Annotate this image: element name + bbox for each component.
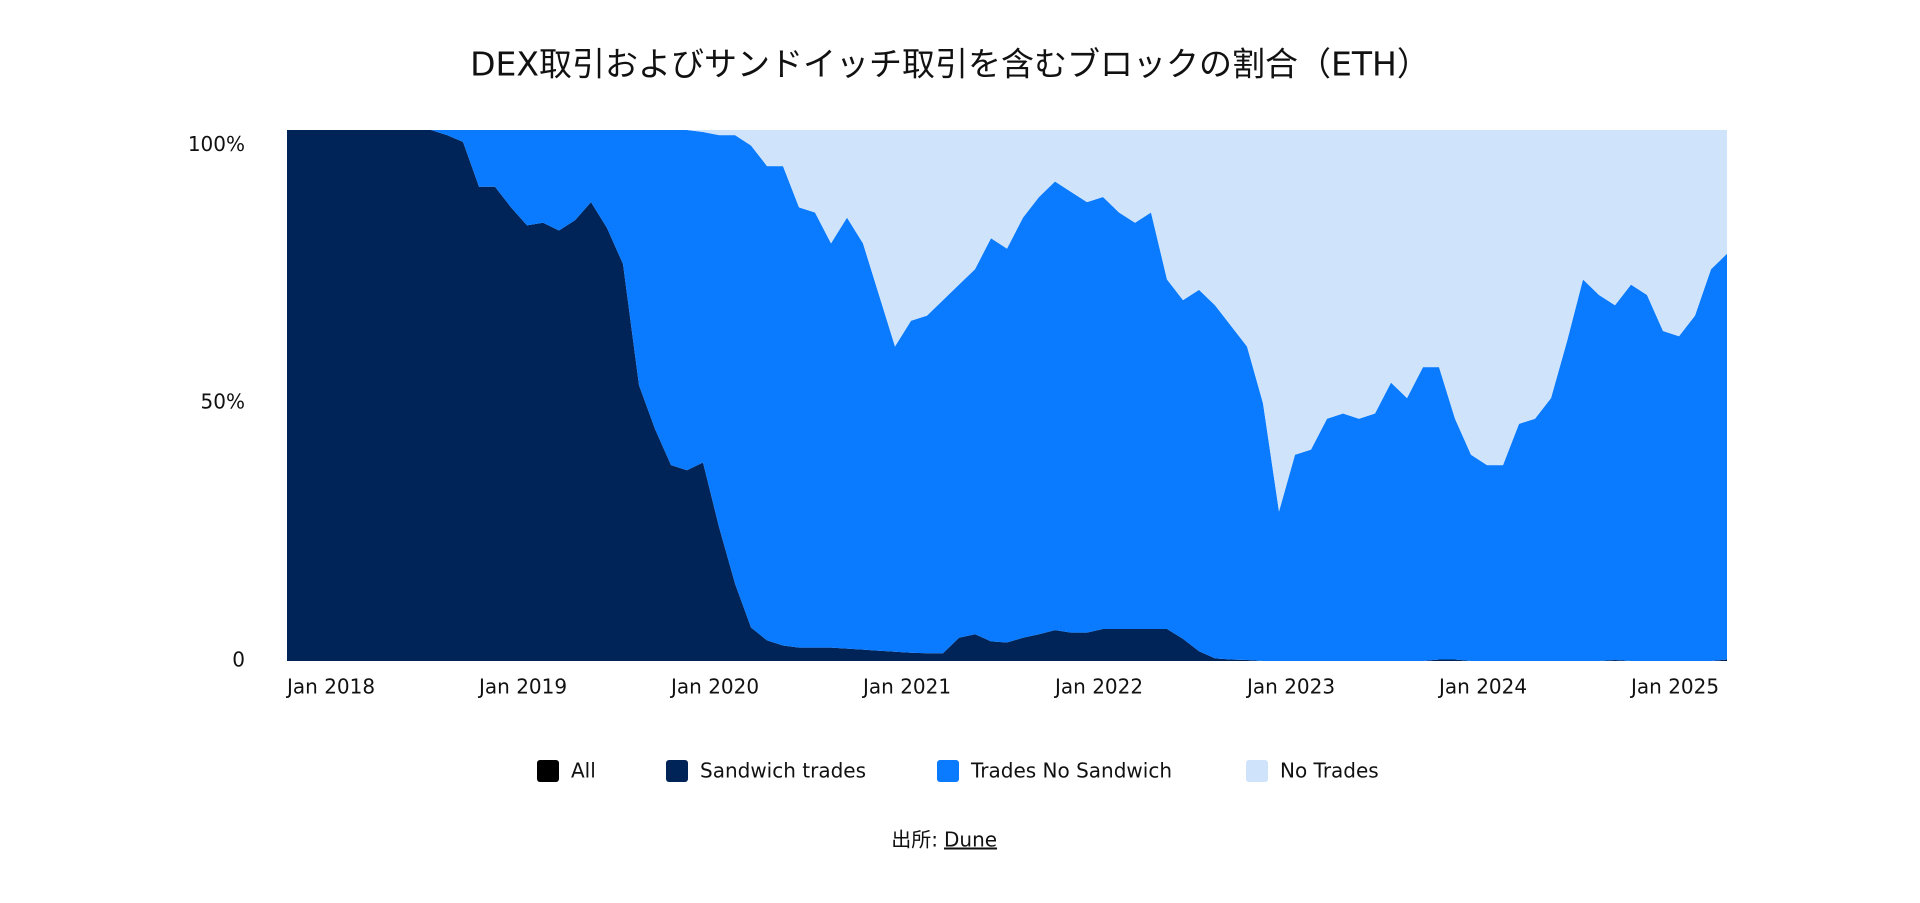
x-tick-label: Jan 2019 xyxy=(477,675,567,699)
legend-label: All xyxy=(571,759,596,783)
legend-swatch xyxy=(1246,760,1268,782)
y-tick-label: 50% xyxy=(201,390,245,414)
legend-swatch xyxy=(666,760,688,782)
legend-item: No Trades xyxy=(1246,759,1379,783)
area xyxy=(287,130,1727,661)
legend-label: No Trades xyxy=(1280,759,1379,783)
legend-item: Sandwich trades xyxy=(666,759,866,783)
legend-item: Trades No Sandwich xyxy=(937,759,1172,783)
legend-label: Sandwich trades xyxy=(700,759,866,783)
area xyxy=(287,130,1727,512)
x-tick-label: Jan 2023 xyxy=(1245,675,1335,699)
legend-swatch xyxy=(937,760,959,782)
source: 出所: Dune xyxy=(891,828,997,852)
x-tick-label: Jan 2020 xyxy=(669,675,759,699)
source-label: 出所: xyxy=(891,828,938,852)
legend-label: Trades No Sandwich xyxy=(970,759,1172,783)
x-tick-label: Jan 2025 xyxy=(1629,675,1719,699)
chart-title: DEX取引およびサンドイッチ取引を含むブロックの割合（ETH） xyxy=(470,45,1430,84)
legend-swatch xyxy=(537,760,559,782)
y-tick-label: 100% xyxy=(188,132,245,156)
x-tick-label: Jan 2024 xyxy=(1437,675,1527,699)
source-link[interactable]: Dune xyxy=(944,828,997,852)
x-tick-label: Jan 2022 xyxy=(1053,675,1143,699)
x-tick-label: Jan 2018 xyxy=(285,675,375,699)
y-tick-label: 0 xyxy=(232,648,245,672)
legend-item: All xyxy=(537,759,596,783)
area xyxy=(287,130,1727,661)
x-tick-label: Jan 2021 xyxy=(861,675,951,699)
